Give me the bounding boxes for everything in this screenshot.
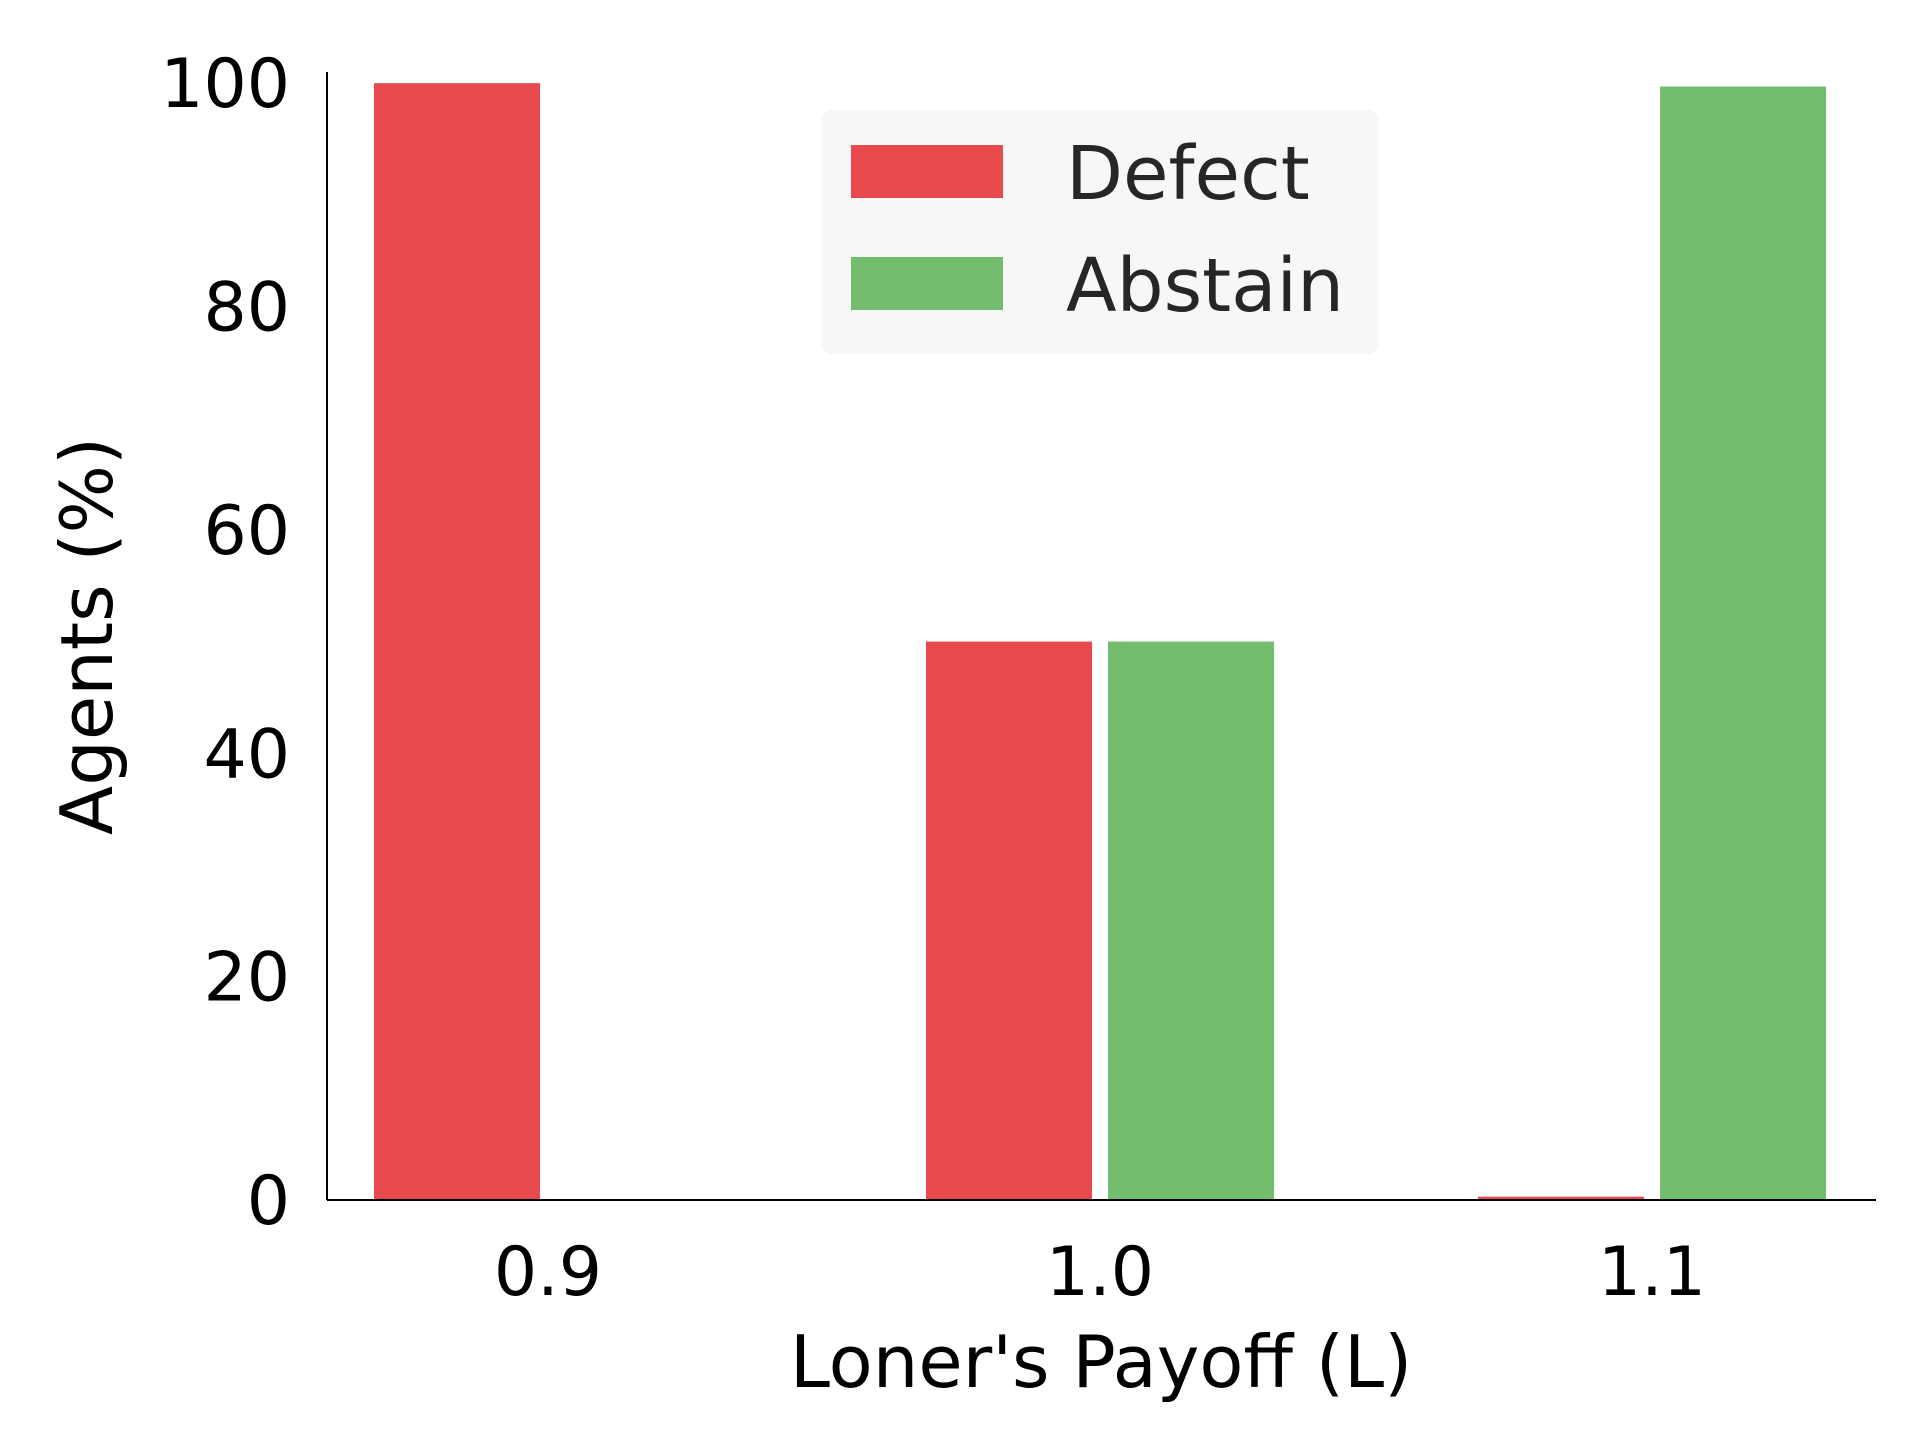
legend-label-abstain: Abstain (1066, 243, 1344, 329)
bar-abstain-1-1 (1660, 86, 1826, 1201)
y-tick-label-0: 0 (247, 1162, 290, 1241)
y-tick-label-20: 20 (203, 939, 290, 1018)
legend-label-defect: Defect (1066, 131, 1310, 217)
x-tick-label-1-1: 1.1 (1598, 1233, 1706, 1312)
y-axis-label: Agents (%) (45, 437, 129, 835)
axes-group (326, 72, 1876, 1201)
y-tick-label-80: 80 (203, 269, 290, 348)
x-tick-label-1-0: 1.0 (1046, 1233, 1154, 1312)
bar-defect-1-1 (1478, 1196, 1644, 1200)
x-tick-labels: 0.9 1.0 1.1 (494, 1233, 1706, 1312)
bar-defect-0-9 (374, 83, 540, 1200)
bar-defect-1-0 (926, 641, 1092, 1200)
bars-group (374, 83, 1826, 1201)
x-tick-label-0-9: 0.9 (494, 1233, 602, 1312)
x-axis-label: Loner's Payoff (L) (790, 1320, 1412, 1404)
legend-items: Defect Abstain (851, 131, 1344, 329)
legend-swatch-defect (851, 145, 1003, 198)
legend: Defect Abstain (822, 110, 1378, 354)
bar-abstain-1-0 (1108, 641, 1274, 1200)
legend-swatch-abstain (851, 257, 1003, 310)
y-tick-label-60: 60 (203, 492, 290, 571)
y-tick-label-100: 100 (160, 45, 290, 124)
y-tick-label-40: 40 (203, 715, 290, 794)
y-tick-labels: 0 20 40 60 80 100 (160, 45, 290, 1241)
